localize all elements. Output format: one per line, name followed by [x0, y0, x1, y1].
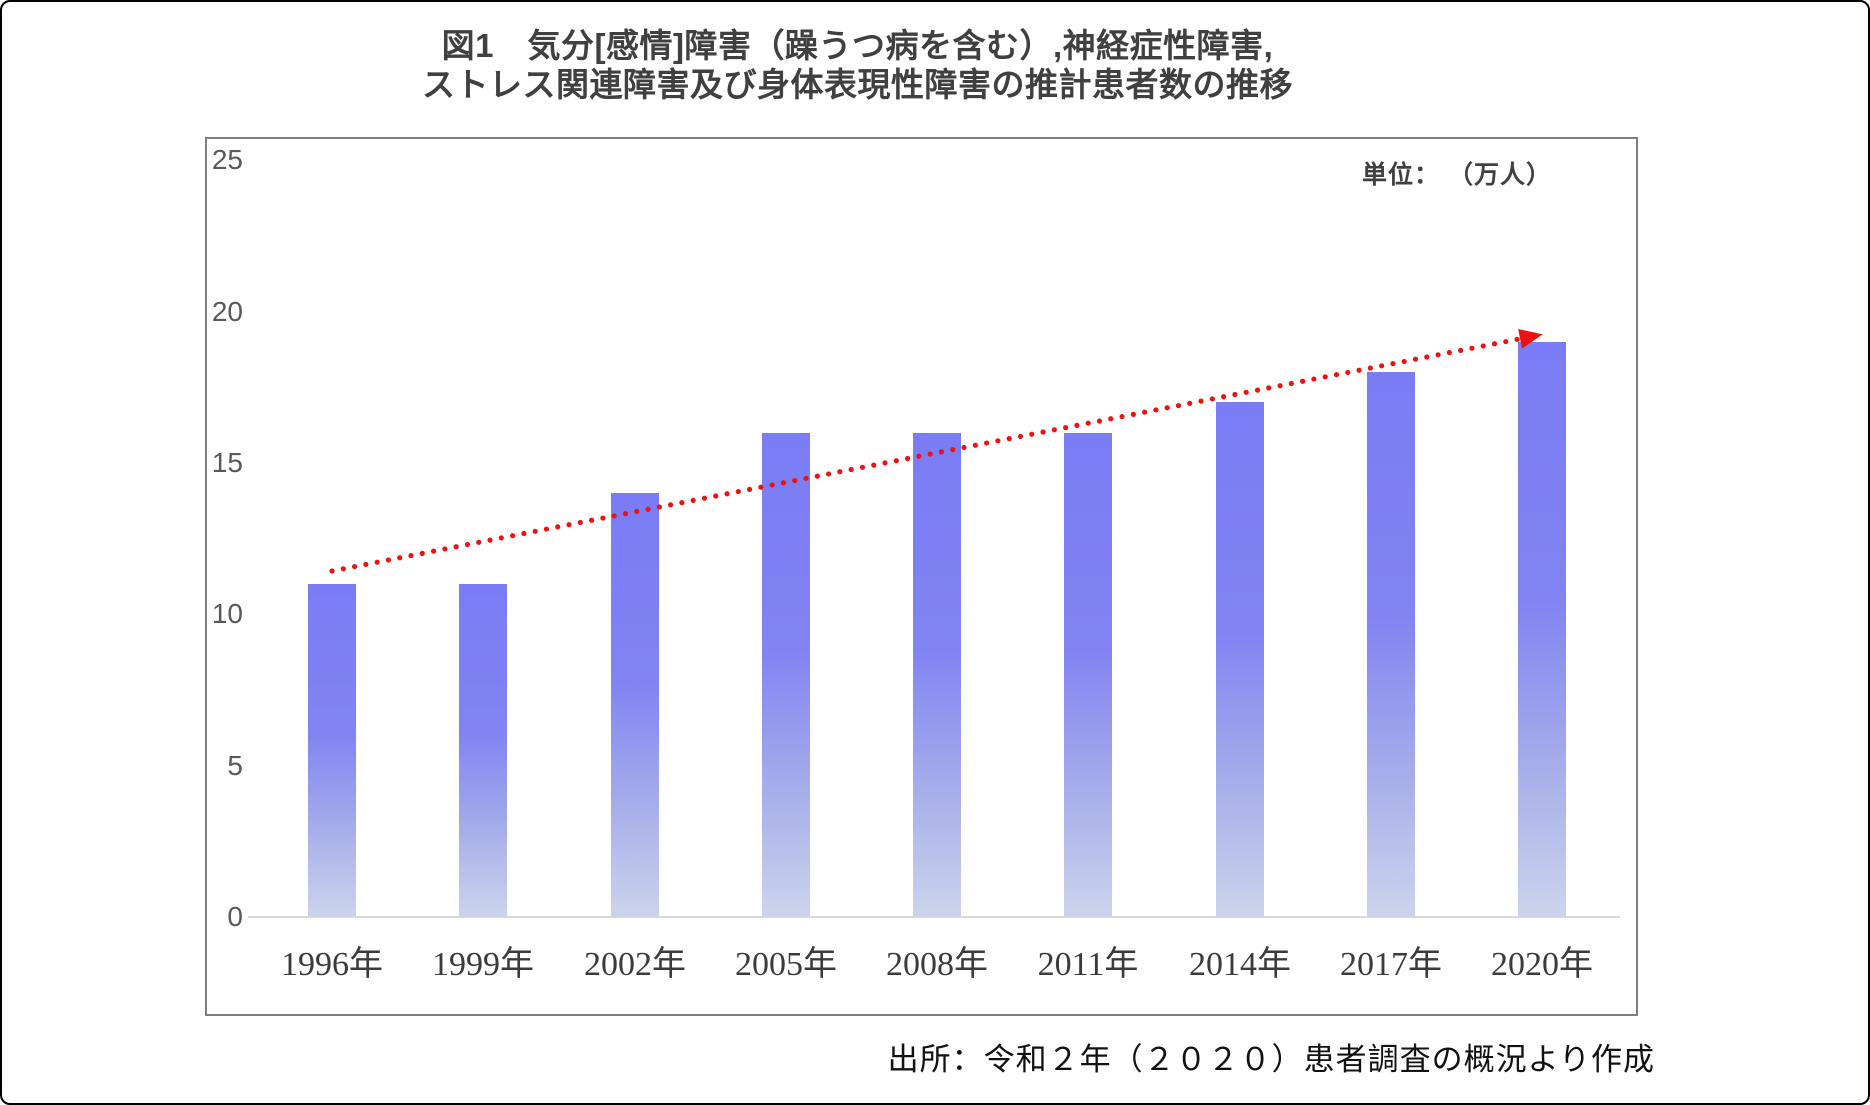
y-tick-label: 10	[211, 598, 243, 630]
x-tick-label: 2020年	[1491, 946, 1593, 983]
bar-1999年	[459, 584, 507, 917]
plot-area: 単位： （万人） 0 5 10 15 20 25 1996年 1999年 2002年 2005年…	[205, 137, 1638, 1016]
x-tick-label: 2005年	[735, 946, 837, 983]
x-tick-label: 2017年	[1340, 946, 1442, 983]
x-axis-line	[248, 916, 1620, 918]
bar-2008年	[913, 433, 961, 917]
y-tick-label: 0	[227, 901, 243, 932]
x-tick-label: 2011年	[1037, 946, 1139, 983]
x-tick-label: 2002年	[584, 946, 686, 983]
bar-2017年	[1367, 372, 1415, 917]
bar-2002年	[611, 493, 659, 917]
chart-title-line1: 図1 気分[感情]障害（躁うつ病を含む）,神経症性障害,	[441, 27, 1274, 64]
chart-title-line2: ストレス関連障害及び身体表現性障害の推計患者数の推移	[422, 66, 1293, 103]
bar-2020年	[1518, 342, 1566, 917]
x-tick-label: 2008年	[886, 946, 988, 983]
x-tick-label: 2014年	[1189, 946, 1291, 983]
y-tick-label: 15	[211, 446, 243, 478]
bar-1996年	[308, 584, 356, 917]
unit-label: 単位： （万人）	[1362, 161, 1552, 189]
y-tick-label: 25	[211, 144, 243, 176]
bar-2011年	[1064, 433, 1112, 917]
chart-title: 図1 気分[感情]障害（躁うつ病を含む）,神経症性障害, ストレス関連障害及び身…	[0, 26, 1715, 104]
y-tick-label: 5	[227, 749, 243, 781]
bar-2014年	[1216, 402, 1264, 917]
source-note: 出所：令和２年（２０２０）患者調査の概況より作成	[887, 1042, 1655, 1077]
bar-2005年	[762, 433, 810, 917]
x-tick-label: 1999年	[432, 946, 534, 983]
x-tick-label: 1996年	[281, 946, 383, 983]
y-tick-label: 20	[211, 295, 243, 327]
